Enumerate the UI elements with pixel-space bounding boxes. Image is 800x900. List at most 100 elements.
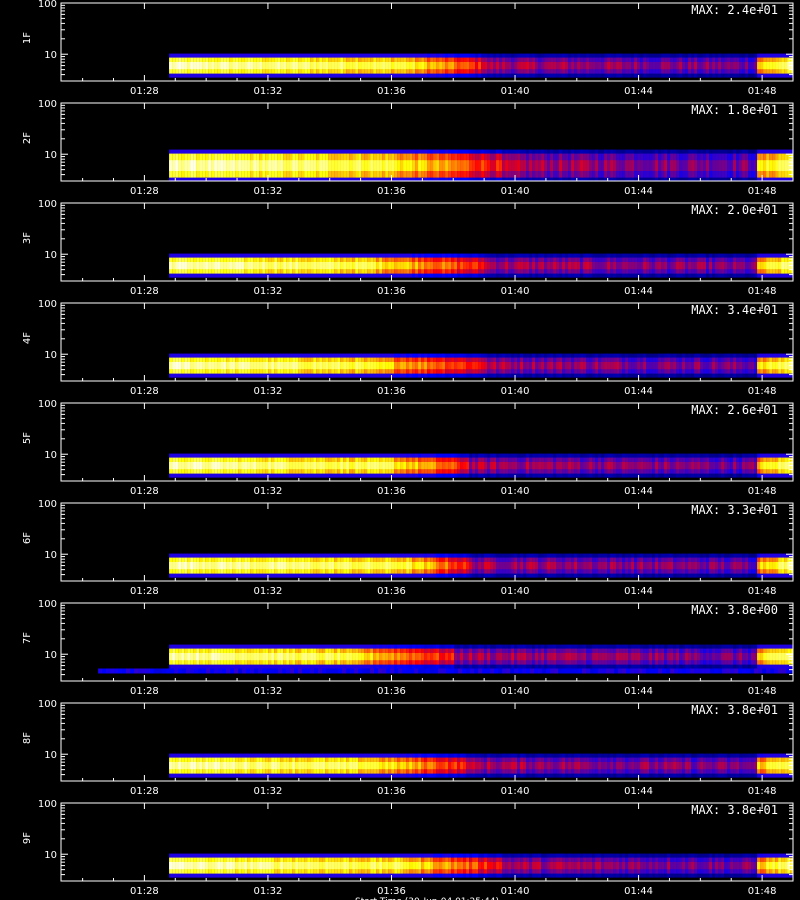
band-core (565, 653, 569, 661)
band-core (511, 262, 515, 270)
band-core (544, 262, 548, 270)
band-core (517, 262, 521, 270)
band-core (586, 62, 590, 70)
band-lower (214, 668, 219, 674)
band-core (409, 262, 413, 270)
band-core (733, 62, 737, 70)
band-core (730, 562, 734, 570)
band-core (610, 562, 614, 570)
band-core (628, 160, 632, 171)
band-core (646, 653, 650, 661)
band-core (619, 653, 623, 661)
band-core (376, 653, 380, 661)
band-core (499, 62, 503, 70)
band-core (694, 562, 698, 570)
x-tick-label: 01:44 (624, 286, 653, 297)
band-core (415, 462, 419, 470)
band-core (223, 262, 227, 270)
band-core (262, 160, 266, 171)
band-core (238, 653, 242, 661)
band-core (589, 562, 593, 570)
band-core (259, 262, 263, 270)
band-core (631, 462, 635, 470)
band-core (667, 362, 671, 370)
band-core (595, 262, 599, 270)
band-core (412, 562, 416, 570)
band-core (637, 262, 641, 270)
band-core (418, 362, 422, 370)
band-core (352, 62, 356, 70)
band-core (202, 653, 206, 661)
band-core (505, 160, 509, 171)
band-core (679, 462, 683, 470)
band-core (289, 462, 293, 470)
band-core (571, 462, 575, 470)
band-core (760, 160, 764, 171)
band-core (754, 160, 758, 171)
band-core (199, 160, 203, 171)
band-core (730, 160, 734, 171)
band-core (343, 462, 347, 470)
band-lower (314, 668, 319, 674)
band-core (475, 62, 479, 70)
band-core (541, 362, 545, 370)
band-core (463, 562, 467, 570)
band-core (763, 262, 767, 270)
band-core (388, 62, 392, 70)
band-lower (758, 668, 763, 674)
band-core (310, 262, 314, 270)
band-core (229, 62, 233, 70)
band-core (769, 462, 773, 470)
band-core (493, 462, 497, 470)
band-core (337, 62, 341, 70)
band-core (448, 262, 452, 270)
band-core (454, 362, 458, 370)
band-core (553, 62, 557, 70)
band-core (658, 362, 662, 370)
band-core (562, 160, 566, 171)
band-core (526, 262, 530, 270)
band-core (271, 562, 275, 570)
band-core (607, 262, 611, 270)
band-core (271, 462, 275, 470)
band-lower (402, 668, 407, 674)
band-core (718, 562, 722, 570)
plot-frame (60, 402, 794, 482)
band-lower (526, 668, 531, 674)
band-core (211, 462, 215, 470)
band-lower (218, 668, 223, 674)
band-core (685, 562, 689, 570)
band-core (781, 362, 785, 370)
band-core (313, 160, 317, 171)
band-lower (270, 668, 275, 674)
band-core (202, 262, 206, 270)
band-core (643, 62, 647, 70)
band-core (457, 462, 461, 470)
band-core (325, 362, 329, 370)
band-core (343, 362, 347, 370)
band-core (187, 362, 191, 370)
band-core (373, 653, 377, 661)
band-core (169, 462, 173, 470)
band-core (523, 462, 527, 470)
band-core (289, 362, 293, 370)
band-core (343, 562, 347, 570)
band-core (400, 160, 404, 171)
band-core (271, 653, 275, 661)
band-core (514, 653, 518, 661)
band-lower (650, 668, 655, 674)
band-lower (350, 668, 355, 674)
band-core (421, 653, 425, 661)
band-core (310, 653, 314, 661)
band-core (703, 262, 707, 270)
band-core (667, 62, 671, 70)
band-core (565, 262, 569, 270)
band-core (697, 462, 701, 470)
band-core (328, 462, 332, 470)
band-core (361, 562, 365, 570)
band-core (292, 160, 296, 171)
band-core (376, 462, 380, 470)
band-core (349, 653, 353, 661)
band-core (568, 462, 572, 470)
